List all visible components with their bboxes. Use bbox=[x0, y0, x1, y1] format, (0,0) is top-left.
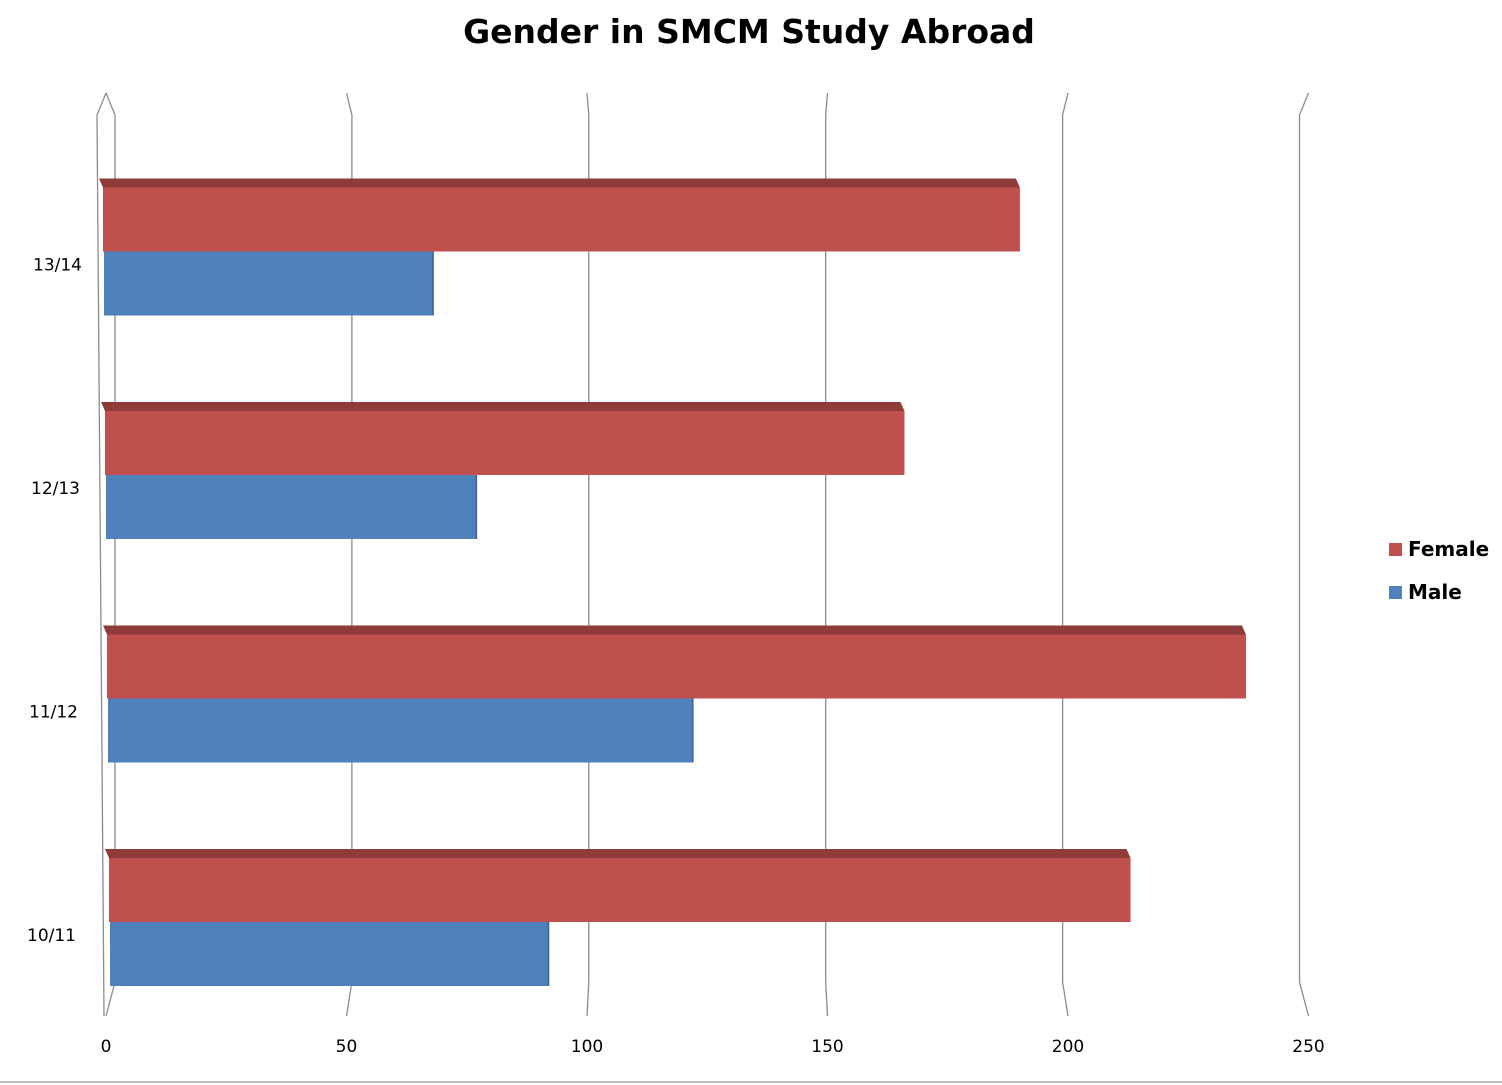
bar-female-top-13-14 bbox=[99, 178, 1020, 188]
bar-female-top-10-11 bbox=[105, 849, 1131, 858]
bar-female-13-14 bbox=[103, 187, 1020, 252]
bar-female-11-12 bbox=[107, 634, 1246, 699]
bar-female-12-13 bbox=[105, 411, 905, 475]
bars bbox=[99, 178, 1246, 986]
y-category-label: 10/11 bbox=[27, 926, 76, 946]
x-tick-label: 250 bbox=[1292, 1037, 1324, 1057]
gridlines bbox=[96, 92, 1310, 1017]
bar-male-10-11 bbox=[110, 922, 549, 986]
x-tick-label: 100 bbox=[571, 1037, 603, 1057]
legend-label-male: Male bbox=[1408, 580, 1462, 604]
y-axis-categories: 10/11 11/12 12/13 13/14 bbox=[27, 256, 82, 947]
y-category-label: 12/13 bbox=[31, 479, 80, 499]
x-tick-label: 0 bbox=[101, 1037, 112, 1057]
y-category-label: 11/12 bbox=[29, 703, 78, 723]
gridline bbox=[586, 92, 590, 1017]
x-tick-label: 200 bbox=[1052, 1037, 1084, 1057]
chart-title: Gender in SMCM Study Abroad bbox=[463, 12, 1035, 51]
bar-female-top-12-13 bbox=[101, 402, 905, 411]
legend-swatch-female bbox=[1389, 543, 1402, 556]
bar-male-13-14 bbox=[104, 251, 434, 316]
legend-label-female: Female bbox=[1408, 537, 1489, 561]
bar-male-12-13 bbox=[106, 475, 477, 539]
bar-female-top-11-12 bbox=[103, 625, 1246, 635]
x-axis-ticks: 0 50 100 150 200 250 bbox=[101, 1037, 1325, 1057]
gridline bbox=[1061, 92, 1069, 1017]
y-category-label: 13/14 bbox=[33, 256, 82, 276]
axis-wall-edge bbox=[96, 92, 107, 1017]
gridline bbox=[105, 92, 116, 1017]
x-tick-label: 150 bbox=[811, 1037, 843, 1057]
x-tick-label: 50 bbox=[336, 1037, 358, 1057]
bar-female-10-11 bbox=[109, 858, 1131, 922]
legend: Female Male bbox=[1389, 537, 1489, 604]
gridline bbox=[345, 92, 353, 1017]
gridline bbox=[825, 92, 829, 1017]
legend-swatch-male bbox=[1389, 586, 1402, 599]
gridline bbox=[1298, 92, 1310, 1017]
bar-male-11-12 bbox=[108, 698, 693, 763]
